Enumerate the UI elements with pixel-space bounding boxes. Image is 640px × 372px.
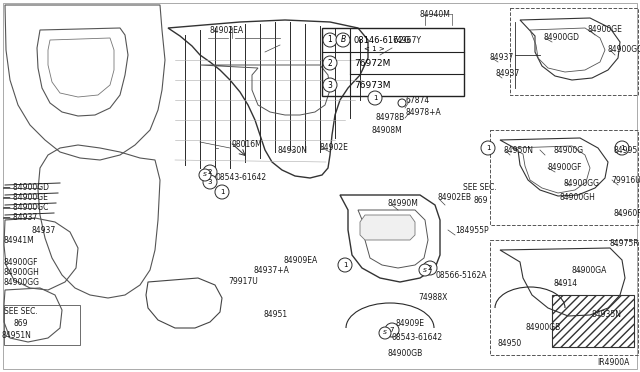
Circle shape (398, 99, 406, 107)
Text: 84941M: 84941M (3, 236, 34, 245)
Text: — 84937: — 84937 (3, 213, 37, 222)
Text: 98016M: 98016M (232, 140, 263, 149)
Text: — 84900GC: — 84900GC (3, 203, 49, 212)
Text: 84937+A: 84937+A (253, 266, 289, 275)
Text: 1: 1 (220, 189, 224, 195)
Text: 184955P: 184955P (455, 226, 488, 235)
Circle shape (385, 323, 399, 337)
Text: 84978+A: 84978+A (406, 108, 442, 117)
Circle shape (368, 91, 382, 105)
Text: 84940M: 84940M (420, 10, 451, 19)
Text: 84978B: 84978B (376, 113, 405, 122)
Text: 84909E: 84909E (395, 319, 424, 328)
Circle shape (336, 33, 350, 47)
Circle shape (215, 185, 229, 199)
Text: — 84900GD: — 84900GD (3, 183, 49, 192)
Text: 76972M: 76972M (354, 59, 390, 68)
Text: 84950: 84950 (498, 339, 522, 348)
Text: 2: 2 (328, 58, 332, 67)
Bar (552, 295, 634, 347)
Text: 84937: 84937 (495, 69, 519, 78)
Text: B: B (340, 35, 346, 45)
Text: SEE SEC.: SEE SEC. (4, 307, 38, 316)
Text: 79917U: 79917U (228, 277, 258, 286)
Text: 84900GB: 84900GB (525, 323, 560, 332)
Text: SEE SEC.: SEE SEC. (463, 183, 497, 192)
Text: 84900GG: 84900GG (563, 179, 599, 188)
Text: 84900GF: 84900GF (547, 163, 582, 172)
Text: 84951: 84951 (263, 310, 287, 319)
Text: 84900GC: 84900GC (608, 45, 640, 54)
Text: 74967Y: 74967Y (392, 36, 421, 45)
Text: 84960F: 84960F (614, 209, 640, 218)
Text: 84935N: 84935N (592, 310, 622, 319)
Circle shape (615, 141, 629, 155)
Text: 84902EB: 84902EB (438, 193, 472, 202)
Text: 2: 2 (208, 169, 212, 175)
Text: 08146-6162G: 08146-6162G (354, 36, 412, 45)
Text: 84900GH: 84900GH (559, 193, 595, 202)
Text: 84900GE: 84900GE (588, 25, 623, 34)
Text: S: S (383, 330, 387, 336)
Circle shape (203, 165, 217, 179)
Text: 84995: 84995 (614, 146, 638, 155)
Text: 84908M: 84908M (371, 126, 402, 135)
Text: 3: 3 (208, 179, 212, 185)
Text: 08566-5162A: 08566-5162A (436, 271, 488, 280)
Text: 1: 1 (372, 95, 377, 101)
Text: 84914: 84914 (554, 279, 578, 288)
Text: 84900GA: 84900GA (572, 266, 607, 275)
Text: 2: 2 (428, 265, 432, 271)
Text: 7: 7 (390, 327, 394, 333)
Text: 74988X: 74988X (418, 293, 447, 302)
Text: 84930N: 84930N (278, 146, 308, 155)
Polygon shape (360, 215, 415, 240)
Circle shape (423, 261, 437, 275)
Circle shape (323, 33, 337, 47)
Circle shape (379, 327, 391, 339)
Text: 84900GF: 84900GF (3, 258, 38, 267)
Text: < 1 >: < 1 > (364, 46, 385, 52)
Circle shape (419, 264, 431, 276)
Text: 1: 1 (343, 262, 348, 268)
Text: 84900GD: 84900GD (543, 33, 579, 42)
Text: 3: 3 (328, 80, 332, 90)
Circle shape (323, 78, 337, 92)
Text: 1: 1 (328, 35, 332, 45)
Text: 84975R: 84975R (610, 239, 639, 248)
Text: 08543-61642: 08543-61642 (215, 173, 266, 182)
Text: 84900GB: 84900GB (388, 349, 423, 358)
Circle shape (323, 56, 337, 70)
Text: 84950N: 84950N (503, 146, 533, 155)
Text: IR4900A: IR4900A (597, 358, 629, 367)
Text: 84902E: 84902E (320, 143, 349, 152)
Text: 84900GG: 84900GG (3, 278, 39, 287)
Text: 76973M: 76973M (354, 81, 390, 90)
Text: 1: 1 (620, 145, 624, 151)
Circle shape (338, 258, 352, 272)
Text: 84951N: 84951N (2, 331, 32, 340)
Text: 869: 869 (473, 196, 488, 205)
Text: 84900G: 84900G (554, 146, 584, 155)
Circle shape (199, 169, 211, 181)
Text: S: S (203, 173, 207, 177)
Text: 84902EA: 84902EA (210, 26, 244, 35)
Text: 67874: 67874 (406, 96, 430, 105)
Text: 84990M: 84990M (388, 199, 419, 208)
Text: 84909EA: 84909EA (283, 256, 317, 265)
Text: S: S (423, 267, 427, 273)
Text: 84900GH: 84900GH (3, 268, 39, 277)
Text: 08543-61642: 08543-61642 (392, 333, 443, 342)
Text: 1: 1 (486, 145, 490, 151)
Circle shape (481, 141, 495, 155)
Text: 84937: 84937 (32, 226, 56, 235)
Text: 84937: 84937 (490, 53, 515, 62)
Text: 79916U: 79916U (611, 176, 640, 185)
Circle shape (203, 175, 217, 189)
Text: — 84900GE: — 84900GE (3, 193, 48, 202)
Text: 869: 869 (14, 319, 29, 328)
